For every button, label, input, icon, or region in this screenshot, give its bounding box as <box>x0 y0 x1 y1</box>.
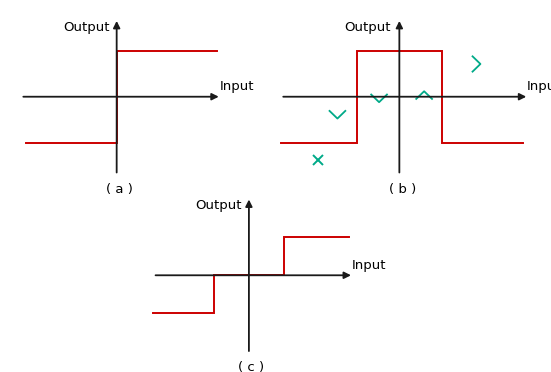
Text: Output: Output <box>63 20 110 33</box>
Text: Input: Input <box>526 80 551 93</box>
Text: ( a ): ( a ) <box>106 183 133 196</box>
Text: Output: Output <box>195 199 242 212</box>
Text: ( b ): ( b ) <box>389 183 416 196</box>
Text: Output: Output <box>344 20 390 33</box>
Text: ( c ): ( c ) <box>239 361 264 372</box>
Text: Input: Input <box>352 259 386 272</box>
Text: Input: Input <box>219 80 254 93</box>
